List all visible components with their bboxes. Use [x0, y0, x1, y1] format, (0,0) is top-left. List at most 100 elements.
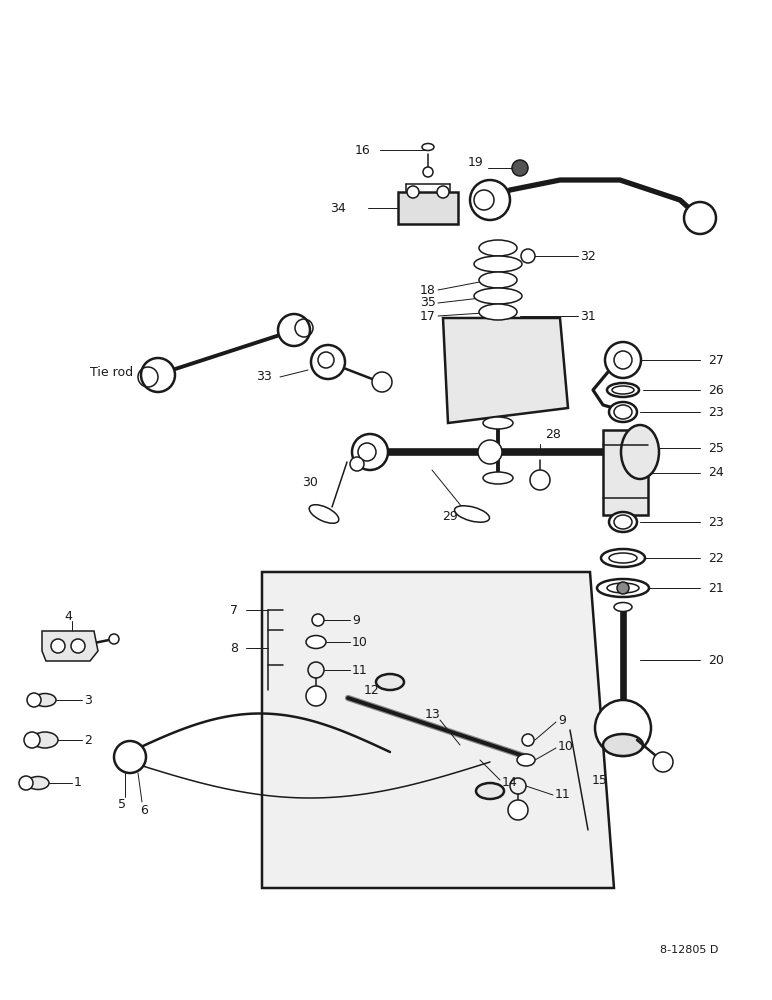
- Circle shape: [522, 734, 534, 746]
- Circle shape: [595, 700, 651, 756]
- Text: 11: 11: [352, 664, 367, 676]
- Ellipse shape: [483, 472, 513, 484]
- Ellipse shape: [607, 383, 639, 397]
- Circle shape: [24, 732, 40, 748]
- Ellipse shape: [474, 256, 522, 272]
- Text: 15: 15: [592, 774, 608, 786]
- Circle shape: [306, 686, 326, 706]
- Text: 31: 31: [580, 310, 596, 322]
- Ellipse shape: [603, 734, 643, 756]
- Ellipse shape: [612, 386, 634, 394]
- Text: 24: 24: [708, 466, 723, 480]
- Text: 14: 14: [502, 776, 518, 788]
- Circle shape: [684, 202, 716, 234]
- Text: 10: 10: [558, 740, 574, 754]
- Ellipse shape: [609, 512, 637, 532]
- Text: 33: 33: [256, 370, 272, 383]
- Circle shape: [437, 186, 449, 198]
- Text: 35: 35: [420, 296, 436, 310]
- Text: 9: 9: [558, 714, 566, 726]
- Polygon shape: [262, 572, 614, 888]
- Text: 25: 25: [708, 442, 724, 454]
- Circle shape: [423, 167, 433, 177]
- Text: 34: 34: [330, 202, 346, 215]
- Polygon shape: [42, 631, 98, 661]
- Text: 5: 5: [118, 798, 126, 812]
- Text: 6: 6: [140, 804, 148, 816]
- Circle shape: [114, 741, 146, 773]
- Ellipse shape: [476, 783, 504, 799]
- Circle shape: [508, 800, 528, 820]
- Text: 32: 32: [580, 249, 596, 262]
- Ellipse shape: [474, 288, 522, 304]
- Circle shape: [71, 639, 85, 653]
- Circle shape: [109, 634, 119, 644]
- Ellipse shape: [597, 579, 649, 597]
- Text: 3: 3: [84, 694, 92, 706]
- Circle shape: [352, 434, 388, 470]
- Ellipse shape: [455, 506, 489, 522]
- Circle shape: [470, 180, 510, 220]
- Circle shape: [521, 249, 535, 263]
- Circle shape: [27, 693, 41, 707]
- Circle shape: [407, 186, 419, 198]
- Bar: [603, 430, 648, 515]
- Ellipse shape: [609, 402, 637, 422]
- Ellipse shape: [609, 553, 637, 563]
- Ellipse shape: [601, 549, 645, 567]
- Circle shape: [278, 314, 310, 346]
- Ellipse shape: [34, 694, 56, 706]
- Ellipse shape: [483, 417, 513, 429]
- Circle shape: [605, 342, 641, 378]
- Text: 22: 22: [708, 552, 723, 564]
- Text: 7: 7: [230, 603, 238, 616]
- Ellipse shape: [479, 304, 517, 320]
- Circle shape: [311, 345, 345, 379]
- Text: 23: 23: [708, 516, 723, 528]
- Text: 8-12805 D: 8-12805 D: [660, 945, 719, 955]
- Text: 13: 13: [425, 708, 441, 722]
- Circle shape: [141, 358, 175, 392]
- Ellipse shape: [607, 583, 639, 593]
- Circle shape: [617, 582, 629, 594]
- Ellipse shape: [621, 425, 659, 479]
- Text: 21: 21: [708, 582, 723, 594]
- Circle shape: [530, 470, 550, 490]
- Ellipse shape: [614, 405, 632, 419]
- Ellipse shape: [310, 505, 339, 523]
- Text: 19: 19: [468, 155, 484, 168]
- Circle shape: [350, 457, 364, 471]
- Text: 11: 11: [555, 788, 571, 802]
- Polygon shape: [443, 318, 568, 423]
- Text: 27: 27: [708, 354, 724, 366]
- Text: 12: 12: [364, 684, 380, 696]
- Circle shape: [512, 160, 528, 176]
- Circle shape: [312, 614, 324, 626]
- Text: 16: 16: [354, 143, 370, 156]
- Ellipse shape: [32, 732, 58, 748]
- Ellipse shape: [614, 515, 632, 529]
- Text: 10: 10: [352, 636, 368, 648]
- Bar: [398, 192, 458, 224]
- Text: 4: 4: [64, 610, 72, 624]
- Ellipse shape: [27, 776, 49, 790]
- Circle shape: [51, 639, 65, 653]
- Text: 23: 23: [708, 406, 723, 418]
- Circle shape: [653, 752, 673, 772]
- Text: 17: 17: [420, 310, 436, 322]
- Circle shape: [478, 440, 502, 464]
- Text: 1: 1: [74, 776, 82, 790]
- Circle shape: [372, 372, 392, 392]
- Ellipse shape: [479, 272, 517, 288]
- Ellipse shape: [422, 143, 434, 150]
- Text: 8: 8: [230, 642, 238, 654]
- Ellipse shape: [376, 674, 404, 690]
- Text: 20: 20: [708, 654, 724, 666]
- Text: 26: 26: [708, 383, 723, 396]
- Ellipse shape: [306, 636, 326, 648]
- Text: 29: 29: [442, 510, 458, 524]
- Text: Tie rod: Tie rod: [90, 366, 133, 379]
- Circle shape: [19, 776, 33, 790]
- Text: 9: 9: [352, 613, 360, 626]
- Ellipse shape: [614, 602, 632, 611]
